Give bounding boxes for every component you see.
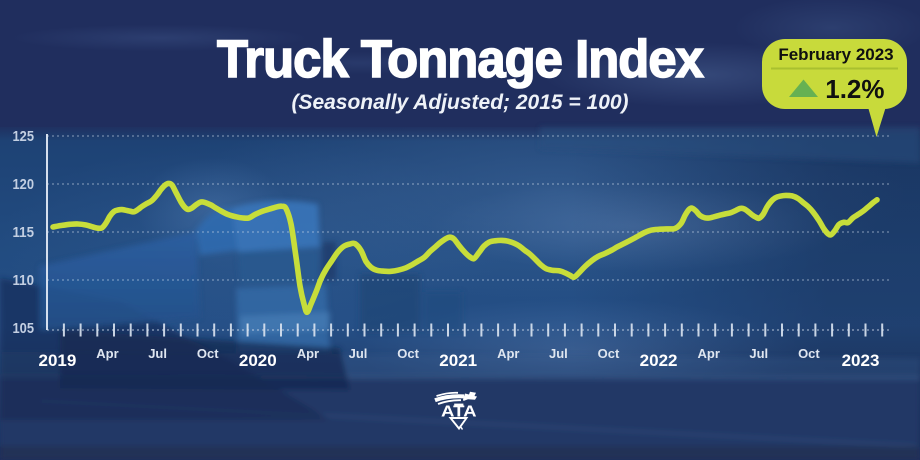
svg-text:2022: 2022 [640, 351, 678, 370]
svg-text:Oct: Oct [798, 346, 820, 361]
svg-text:February 2023: February 2023 [778, 45, 893, 64]
svg-text:Jul: Jul [549, 346, 568, 361]
svg-text:125: 125 [13, 129, 35, 145]
svg-text:120: 120 [13, 177, 35, 193]
svg-text:Apr: Apr [698, 346, 720, 361]
svg-text:115: 115 [13, 225, 35, 241]
svg-text:Jul: Jul [749, 346, 768, 361]
svg-text:ATA: ATA [441, 404, 477, 421]
svg-text:Oct: Oct [397, 346, 419, 361]
svg-text:105: 105 [13, 321, 35, 337]
svg-text:110: 110 [13, 273, 35, 289]
svg-text:Oct: Oct [197, 346, 219, 361]
svg-text:Jul: Jul [148, 346, 167, 361]
svg-text:Jul: Jul [349, 346, 368, 361]
svg-text:2020: 2020 [239, 351, 277, 370]
svg-text:Apr: Apr [497, 346, 519, 361]
svg-text:2023: 2023 [842, 351, 880, 370]
svg-text:Apr: Apr [297, 346, 319, 361]
svg-text:Oct: Oct [598, 346, 620, 361]
svg-text:2021: 2021 [439, 351, 477, 370]
svg-text:1.2%: 1.2% [825, 74, 884, 104]
svg-text:2019: 2019 [38, 351, 76, 370]
svg-text:Apr: Apr [96, 346, 118, 361]
